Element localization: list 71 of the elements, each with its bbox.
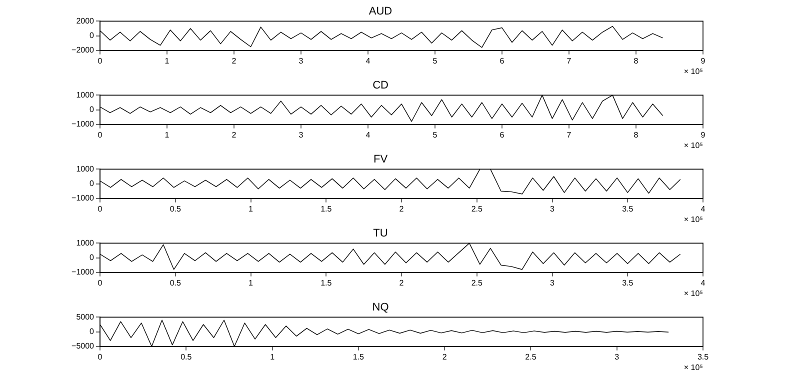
x-tick-label: 7 — [566, 130, 572, 140]
text: × 10⁵ — [684, 289, 703, 298]
x-tick-label: 3.5 — [622, 204, 634, 214]
x-tick-label: 1 — [164, 56, 170, 66]
x-tick-label: 3 — [550, 204, 556, 214]
x-tick-label: 5 — [432, 130, 438, 140]
x-tick-label: 2 — [442, 352, 448, 362]
x-tick-label: 3.5 — [697, 352, 710, 362]
x-tick-label: 0.5 — [180, 352, 192, 362]
y-tick-label: −2000 — [72, 46, 95, 55]
y-tick-label: 1000 — [76, 238, 95, 248]
x-tick-label: 0 — [98, 130, 103, 140]
x-tick-label: 1 — [248, 204, 254, 214]
x-tick-label: 1.5 — [352, 352, 365, 362]
x-tick-label: 2.5 — [525, 352, 537, 362]
chart-title: AUD — [368, 6, 392, 18]
x-tick-label: 8 — [634, 130, 639, 140]
x-tick-label: 4 — [366, 56, 371, 66]
x-tick-label: 3.5 — [622, 278, 634, 288]
x-tick-label: 6 — [500, 130, 505, 140]
y-tick-label: 1000 — [76, 164, 95, 174]
y-tick-label: −1000 — [72, 268, 95, 277]
x-tick-label: 2 — [399, 278, 404, 288]
text: × 10⁵ — [684, 141, 703, 150]
y-tick-label: 0 — [90, 253, 95, 262]
x-tick-label: 8 — [634, 56, 639, 66]
x-tick-label: 0 — [98, 278, 103, 288]
x-tick-label: 7 — [566, 56, 572, 66]
y-tick-label: −1000 — [72, 194, 95, 203]
y-tick-label: 0 — [90, 327, 95, 336]
x-tick-label: 0.5 — [170, 278, 182, 288]
x-tick-label: 3 — [550, 278, 556, 288]
x-tick-label: 1 — [164, 130, 170, 140]
y-tick-label: 5000 — [76, 312, 95, 322]
x-tick-label: 6 — [500, 56, 505, 66]
chart-title: NQ — [372, 302, 390, 314]
x-tick-label: 9 — [700, 56, 706, 66]
y-tick-label: 2000 — [76, 16, 95, 26]
x-tick-label: 3 — [298, 130, 304, 140]
chart-title: TU — [373, 228, 388, 240]
x-tick-label: 9 — [700, 130, 706, 140]
x-tick-label: 4 — [700, 278, 706, 288]
x-tick-label: 3 — [614, 352, 620, 362]
text: × 10⁵ — [684, 215, 703, 224]
text: × 10⁵ — [684, 67, 703, 76]
x-tick-label: 2.5 — [471, 204, 483, 214]
y-tick-label: 0 — [90, 105, 95, 114]
x-tick-label: 1.5 — [320, 278, 332, 288]
x-tick-label: 2 — [399, 204, 404, 214]
text: × 10⁵ — [684, 363, 703, 372]
x-tick-label: 2.5 — [471, 278, 483, 288]
y-tick-label: 0 — [90, 31, 95, 40]
x-tick-label: 0 — [98, 204, 103, 214]
x-tick-label: 3 — [298, 56, 304, 66]
x-tick-label: 4 — [366, 130, 371, 140]
x-tick-label: 2 — [232, 56, 237, 66]
y-tick-label: −1000 — [72, 120, 95, 129]
x-tick-label: 5 — [432, 56, 438, 66]
x-tick-label: 1 — [270, 352, 276, 362]
x-tick-label: 2 — [232, 130, 237, 140]
y-tick-label: −5000 — [72, 342, 95, 351]
y-tick-label: 1000 — [76, 90, 95, 100]
x-tick-label: 0 — [98, 56, 103, 66]
x-tick-label: 0.5 — [170, 204, 182, 214]
y-tick-label: 0 — [90, 179, 95, 188]
chart-title: CD — [372, 80, 388, 92]
x-tick-label: 1 — [248, 278, 254, 288]
x-tick-label: 4 — [700, 204, 706, 214]
x-tick-label: 1.5 — [320, 204, 332, 214]
x-tick-label: 0 — [98, 352, 103, 362]
chart-title: FV — [373, 154, 388, 166]
